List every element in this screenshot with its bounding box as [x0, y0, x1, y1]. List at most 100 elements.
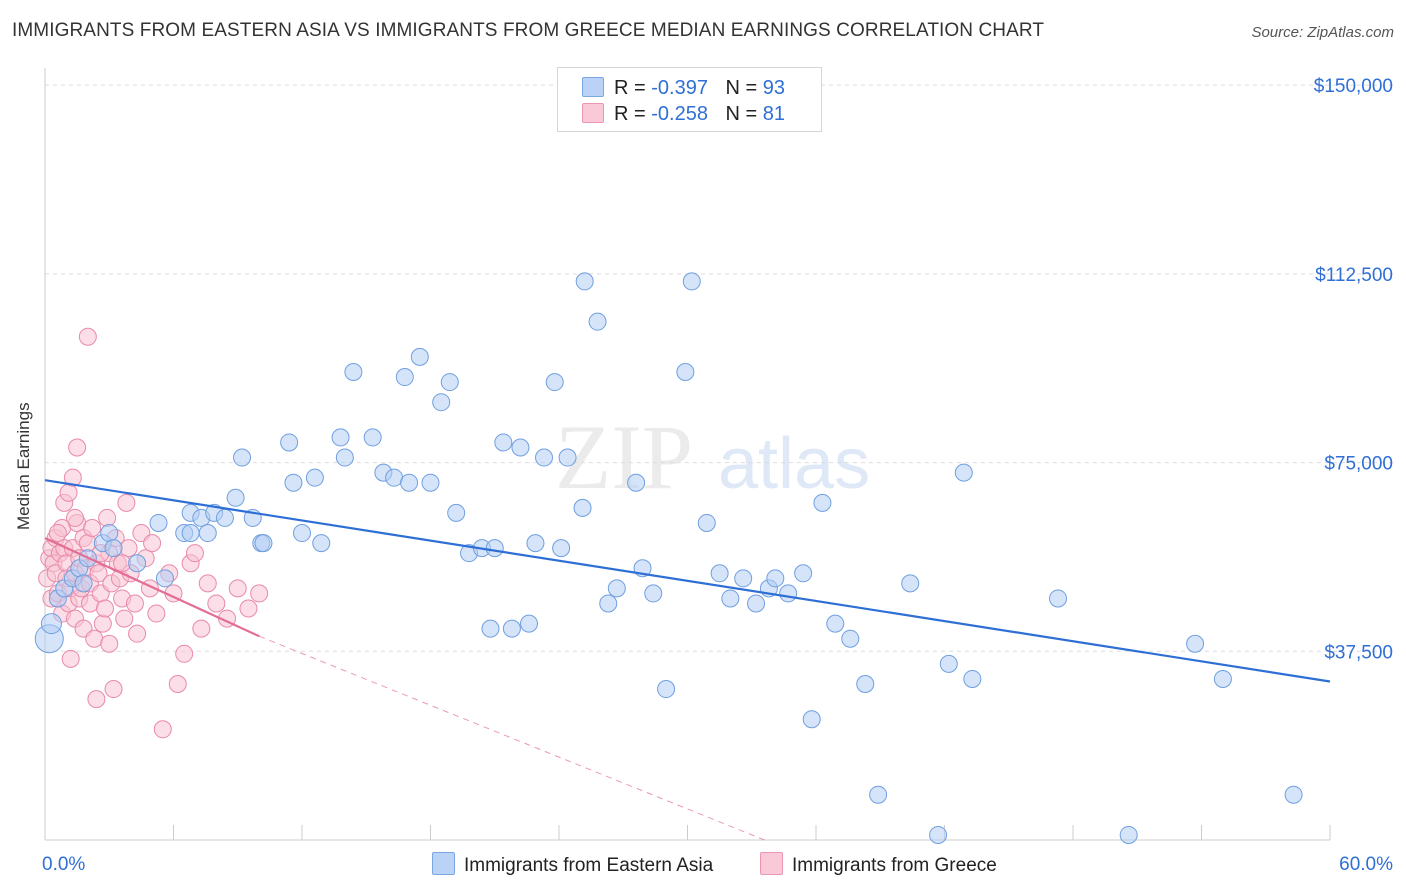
eastern-asia-point — [710, 564, 729, 583]
eastern-asia-point — [312, 534, 331, 553]
greece-point — [113, 554, 132, 573]
eastern-asia-point — [558, 448, 577, 467]
eastern-asia-point — [794, 564, 813, 583]
eastern-asia-point — [573, 498, 592, 517]
greece-point — [228, 579, 247, 598]
greece-point — [83, 519, 102, 537]
eastern-asia-point — [734, 569, 753, 588]
trend-lines — [44, 479, 1331, 841]
eastern-asia-point — [485, 539, 504, 558]
eastern-asia-point — [1284, 785, 1303, 804]
eastern-asia-point — [226, 488, 245, 507]
eastern-asia-point — [676, 363, 695, 381]
eastern-asia-point — [747, 594, 766, 613]
eastern-asia-point — [284, 473, 303, 492]
eastern-asia-point — [526, 534, 545, 553]
eastern-asia-point — [233, 448, 252, 467]
bottom-legend-eastern-asia: Immigrants from Eastern Asia — [432, 852, 713, 877]
greece-point — [185, 544, 204, 563]
greece-point — [65, 508, 84, 527]
n-value-eastern-asia: 93 — [762, 77, 786, 99]
watermark: ZIP atlas — [555, 406, 870, 508]
eastern-asia-point — [494, 433, 513, 452]
eastern-asia-point — [779, 584, 798, 603]
eastern-asia-point — [721, 589, 740, 608]
greece-point — [115, 609, 134, 628]
eastern-asia-point — [400, 473, 419, 492]
correlation-legend: R = -0.397 N = 93 R = -0.258 N = 81 — [557, 67, 822, 132]
eastern-asia-point — [588, 312, 607, 331]
watermark-atlas: atlas — [718, 424, 870, 504]
x-tick-label-end: 60.0% — [1339, 854, 1393, 875]
eastern-asia-point — [363, 428, 382, 447]
eastern-asia-point — [599, 594, 618, 613]
eastern-asia-point — [335, 448, 354, 467]
eastern-asia-point — [1186, 634, 1205, 653]
eastern-asia-point — [766, 569, 785, 588]
greece-point — [95, 599, 114, 618]
eastern-asia-point — [344, 363, 363, 381]
greece-point — [198, 574, 217, 593]
eastern-asia-point — [128, 554, 147, 573]
eastern-asia-point — [552, 539, 571, 558]
eastern-asia-point — [40, 613, 62, 635]
eastern-asia-point — [697, 513, 716, 532]
eastern-asia-point — [954, 463, 973, 482]
y-tick-label: $112,500 — [1315, 265, 1393, 286]
axes — [44, 68, 1331, 841]
greece-point — [125, 594, 144, 613]
greece-point — [250, 584, 269, 603]
legend-swatch-pink — [582, 103, 604, 123]
greece-point — [78, 327, 97, 346]
eastern-asia-point — [813, 493, 832, 512]
greece-point — [147, 604, 166, 623]
eastern-asia-point — [1049, 589, 1068, 608]
greece-point — [168, 675, 187, 693]
greece-point — [175, 644, 194, 663]
greece-point — [192, 619, 211, 638]
eastern-asia-trend-line — [44, 479, 1331, 683]
eastern-asia-point — [1119, 825, 1138, 844]
bottom-legend-swatch-pink — [760, 852, 783, 875]
eastern-asia-point — [644, 584, 663, 603]
eastern-asia-point — [929, 825, 948, 844]
eastern-asia-point — [215, 508, 234, 527]
greece-point — [85, 629, 104, 648]
greece-point — [207, 594, 226, 613]
greece-points — [38, 327, 269, 739]
greece-point — [61, 649, 80, 668]
eastern-asia-point — [385, 468, 404, 487]
greece-point — [89, 564, 108, 583]
greece-point — [143, 534, 162, 553]
eastern-asia-point — [305, 468, 324, 487]
legend-row-greece: R = -0.258 N = 81 — [582, 103, 785, 129]
eastern-asia-point — [545, 373, 564, 392]
eastern-asia-point — [657, 680, 676, 699]
greece-point — [59, 483, 78, 502]
eastern-asia-point — [421, 473, 440, 492]
eastern-asia-point — [856, 675, 875, 693]
eastern-asia-point — [802, 710, 821, 729]
eastern-asia-point — [682, 272, 701, 291]
eastern-asia-point — [481, 619, 500, 638]
eastern-asia-point — [826, 614, 845, 633]
greece-point — [119, 539, 138, 558]
eastern-asia-point — [901, 574, 920, 593]
source-label: Source: ZipAtlas.com — [1251, 24, 1394, 41]
eastern-asia-point — [627, 473, 646, 492]
eastern-asia-point — [293, 524, 311, 543]
eastern-asia-point — [963, 669, 982, 688]
y-tick-label: $150,000 — [1314, 76, 1393, 97]
y-tick-label: $37,500 — [1324, 642, 1393, 663]
eastern-asia-point — [520, 614, 539, 633]
eastern-asia-point — [447, 503, 466, 522]
eastern-asia-points — [34, 272, 1303, 844]
r-value-eastern-asia: -0.397 — [651, 77, 708, 99]
greece-point — [117, 493, 136, 512]
eastern-asia-point — [869, 785, 888, 804]
eastern-asia-point — [410, 347, 429, 366]
eastern-asia-point — [280, 433, 299, 452]
eastern-asia-point — [511, 438, 530, 457]
watermark-zip: ZIP — [555, 406, 693, 508]
greece-point — [104, 680, 123, 699]
